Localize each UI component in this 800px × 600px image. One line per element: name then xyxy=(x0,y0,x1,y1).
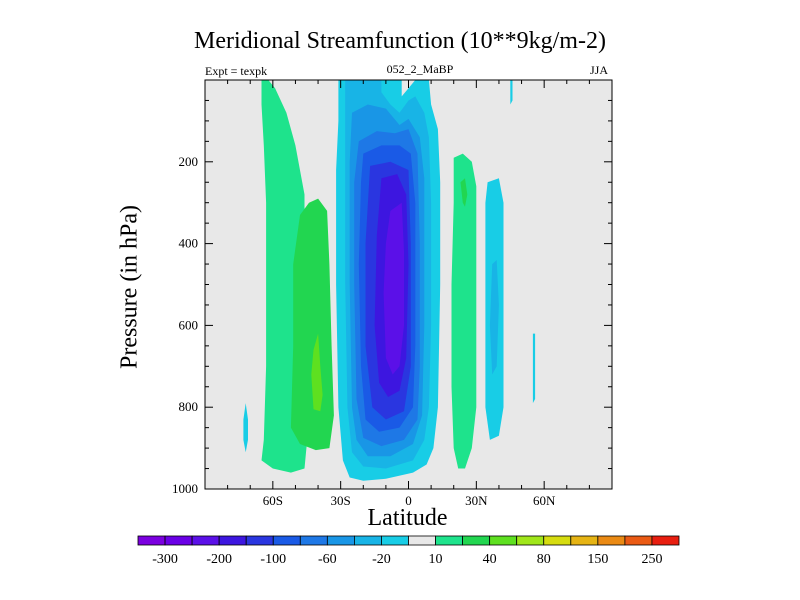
plot-area xyxy=(205,80,612,489)
colorbar-swatch xyxy=(651,535,680,546)
colorbar-swatch xyxy=(191,535,220,546)
colorbar-swatch xyxy=(137,535,166,546)
colorbar-swatch xyxy=(353,535,382,546)
colorbar: -300 -200 -100 -60 -20 10 40 80 150 250 xyxy=(137,535,680,567)
contour-nh-cell-core xyxy=(460,178,468,207)
colorbar-swatch xyxy=(272,535,301,546)
colorbar-swatch xyxy=(381,535,409,546)
colorbar-label: 40 xyxy=(483,552,497,567)
colorbar-swatch xyxy=(489,535,518,546)
season-label: JJA xyxy=(590,63,609,77)
colorbar-label: -200 xyxy=(206,552,232,567)
chart-title: Meridional Streamfunction (10**9kg/m-2) xyxy=(194,28,606,54)
colorbar-swatch xyxy=(516,535,545,546)
colorbar-label: -20 xyxy=(372,552,391,567)
x-tick-label: 30S xyxy=(331,493,351,508)
contour-nh-small-streak xyxy=(532,333,536,404)
contour-sh-cell-core xyxy=(311,333,323,412)
y-tick-label: 600 xyxy=(179,317,199,332)
colorbar-label: 150 xyxy=(587,552,608,567)
colorbar-label: -60 xyxy=(318,552,337,567)
y-tick-label: 1000 xyxy=(172,481,198,496)
x-tick-label: 0 xyxy=(405,493,412,508)
colorbar-swatch xyxy=(597,535,626,546)
colorbar-swatch xyxy=(218,535,247,546)
contour-sh-small-blob xyxy=(243,403,248,453)
colorbar-swatch xyxy=(462,535,491,546)
axes: 200 400 600 800 1000 60S 30S 0 30N 60N xyxy=(172,79,613,508)
colorbar-swatch xyxy=(245,535,274,546)
x-tick-label: 60S xyxy=(263,493,283,508)
y-tick-label: 400 xyxy=(179,236,199,251)
colorbar-swatch xyxy=(570,535,599,546)
contour-nh-streak-inner xyxy=(489,260,499,375)
y-tick-label: 200 xyxy=(179,154,199,169)
colorbar-label: 80 xyxy=(537,552,551,567)
experiment-label: Expt = texpk xyxy=(205,64,268,78)
colorbar-swatch xyxy=(326,535,355,546)
colorbar-swatch xyxy=(408,535,436,546)
contour-sh-cell-mid xyxy=(290,198,334,451)
contour-hadley-cell-m200 xyxy=(383,202,404,375)
contour-nh-top-spike xyxy=(510,80,513,105)
contour-nh-cell-edge xyxy=(451,153,477,469)
colorbar-swatch xyxy=(435,535,463,546)
case-label: 052_2_MaBP xyxy=(386,62,454,76)
colorbar-label: -100 xyxy=(260,552,286,567)
x-tick-label: 60N xyxy=(533,493,556,508)
colorbar-swatch xyxy=(624,535,653,546)
x-axis-label: Latitude xyxy=(367,505,448,531)
colorbar-swatch xyxy=(543,535,572,546)
colorbar-label: 10 xyxy=(429,552,443,567)
colorbar-swatch xyxy=(299,535,328,546)
colorbar-label: 250 xyxy=(641,552,662,567)
x-tick-label: 30N xyxy=(465,493,488,508)
colorbar-swatch xyxy=(164,535,193,546)
colorbar-label: -300 xyxy=(152,552,178,567)
y-tick-label: 800 xyxy=(179,399,199,414)
